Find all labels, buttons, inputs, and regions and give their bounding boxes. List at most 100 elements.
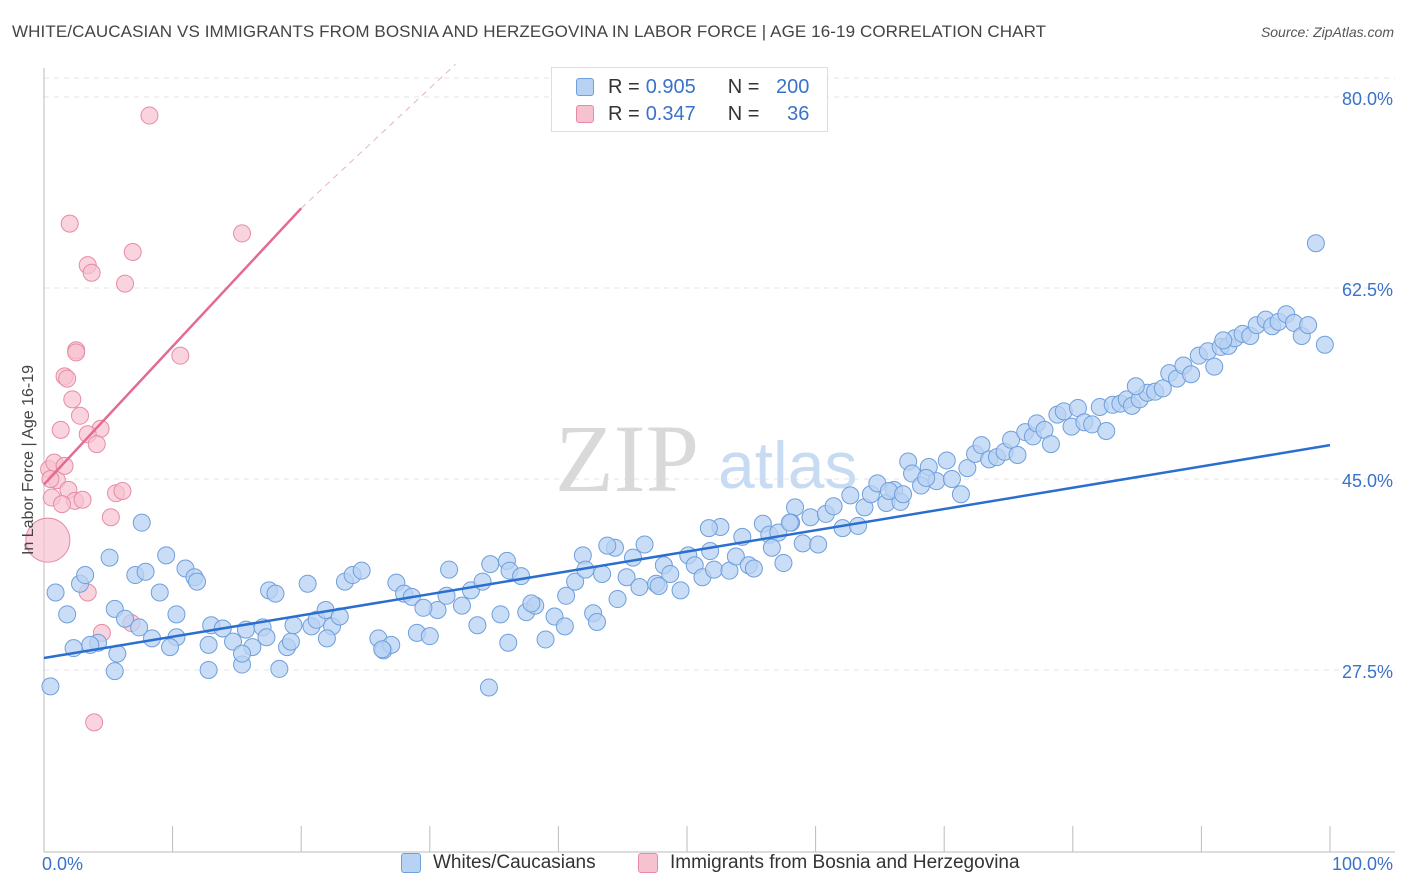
- data-point-whites: [833, 519, 852, 538]
- data-point-whites: [617, 568, 636, 587]
- data-point-whites: [1008, 445, 1027, 464]
- legend-swatch-whites: [576, 78, 594, 96]
- data-point-whites: [744, 559, 763, 578]
- data-point-immigrants: [63, 390, 82, 409]
- data-point-whites: [167, 605, 186, 624]
- data-point-whites: [780, 513, 799, 532]
- data-point-whites: [266, 584, 285, 603]
- data-point-immigrants: [51, 420, 70, 439]
- data-point-whites: [557, 586, 576, 605]
- data-point-whites: [793, 534, 812, 553]
- data-point-whites: [100, 548, 119, 567]
- legend-row-immigrants: R = 0.347 N = 36: [576, 101, 809, 127]
- data-point-immigrants: [82, 263, 101, 282]
- data-point-whites: [1041, 435, 1060, 454]
- watermark-zip: ZIP: [555, 405, 699, 512]
- data-point-immigrants: [60, 214, 79, 233]
- data-point-whites: [555, 617, 574, 636]
- data-point-whites: [649, 576, 668, 595]
- data-point-whites: [199, 635, 218, 654]
- data-point-immigrants: [171, 346, 190, 365]
- legend-r-value-immigrants: 0.347: [645, 102, 696, 125]
- trend-line-whites: [43, 443, 1331, 660]
- data-point-whites: [46, 583, 65, 602]
- trend-lines: [43, 63, 1331, 660]
- data-point-immigrants: [25, 517, 71, 563]
- data-point-whites: [1182, 365, 1201, 384]
- data-point-whites: [270, 659, 289, 678]
- data-point-whites: [623, 548, 642, 567]
- data-point-whites: [824, 497, 843, 516]
- data-point-whites: [786, 498, 805, 517]
- data-point-whites: [1315, 335, 1334, 354]
- data-point-whites: [58, 605, 77, 624]
- data-point-immigrants: [116, 274, 135, 293]
- data-point-whites: [161, 638, 180, 657]
- legend-row-whites: R = 0.905 N = 200: [576, 74, 809, 100]
- data-point-whites: [284, 616, 303, 635]
- data-point-whites: [479, 678, 498, 697]
- data-point-whites: [951, 485, 970, 504]
- watermark: ZIP atlas: [555, 405, 857, 512]
- data-point-whites: [481, 555, 500, 574]
- y-tick-label: 27.5%: [1342, 662, 1393, 682]
- data-point-whites: [1153, 379, 1172, 398]
- data-point-whites: [894, 485, 913, 504]
- data-point-whites: [352, 561, 371, 580]
- data-point-immigrants: [55, 456, 74, 475]
- data-point-whites: [801, 508, 820, 527]
- data-point-whites: [536, 630, 555, 649]
- data-point-whites: [849, 516, 868, 535]
- y-axis-label: In Labor Force | Age 16-19: [20, 364, 37, 556]
- data-point-whites: [414, 598, 433, 617]
- tick-labels: 27.5% 45.0% 62.5% 80.0% 0.0% 100.0%: [42, 89, 1393, 874]
- watermark-atlas: atlas: [718, 428, 857, 502]
- data-point-whites: [188, 572, 207, 591]
- data-point-whites: [1002, 430, 1021, 449]
- chart-title: WHITE/CAUCASIAN VS IMMIGRANTS FROM BOSNI…: [12, 22, 1047, 41]
- data-point-whites: [972, 436, 991, 455]
- data-point-whites: [317, 629, 336, 648]
- data-point-whites: [942, 470, 961, 488]
- data-point-whites: [281, 632, 300, 651]
- data-point-whites: [257, 628, 276, 647]
- data-point-whites: [491, 605, 510, 624]
- data-point-whites: [1214, 331, 1233, 350]
- data-point-whites: [373, 640, 392, 659]
- bottom-legend-swatch-whites: [401, 853, 421, 873]
- data-point-whites: [809, 535, 828, 554]
- legend-r-label: R =: [608, 75, 640, 98]
- data-point-whites: [76, 566, 95, 585]
- data-point-immigrants: [140, 106, 159, 125]
- data-point-whites: [1306, 234, 1325, 253]
- data-point-whites: [452, 596, 471, 615]
- x-tick-label-min: 0.0%: [42, 854, 83, 874]
- trend-line-immigrants-extension: [300, 63, 456, 209]
- data-point-immigrants: [67, 343, 86, 362]
- data-point-whites: [499, 633, 518, 652]
- legend-r-value-whites: 0.905: [645, 75, 696, 98]
- bottom-legend-label-immigrants: Immigrants from Bosnia and Herzegovina: [670, 852, 1020, 873]
- y-tick-label: 80.0%: [1342, 89, 1393, 109]
- data-point-whites: [298, 574, 317, 593]
- legend-swatch-immigrants: [576, 105, 594, 123]
- data-point-immigrants: [53, 495, 72, 514]
- data-point-whites: [958, 459, 977, 478]
- data-point-whites: [1126, 377, 1145, 396]
- data-point-whites: [440, 560, 459, 579]
- data-point-whites: [598, 536, 617, 555]
- trend-line-immigrants: [43, 207, 303, 486]
- legend-n-label: N =: [727, 102, 760, 125]
- data-point-whites: [233, 644, 252, 663]
- data-point-immigrants: [58, 369, 77, 388]
- data-point-immigrants: [71, 406, 90, 425]
- data-point-whites: [420, 627, 439, 646]
- bottom-legend-label-whites: Whites/Caucasians: [433, 852, 596, 873]
- data-point-whites: [41, 677, 60, 696]
- data-point-immigrants: [113, 482, 132, 501]
- data-point-whites: [705, 560, 724, 579]
- data-point-whites: [224, 632, 243, 651]
- data-point-whites: [774, 554, 793, 573]
- legend-r-label: R =: [608, 102, 640, 125]
- bottom-legend-immigrants: Immigrants from Bosnia and Herzegovina: [638, 852, 1020, 874]
